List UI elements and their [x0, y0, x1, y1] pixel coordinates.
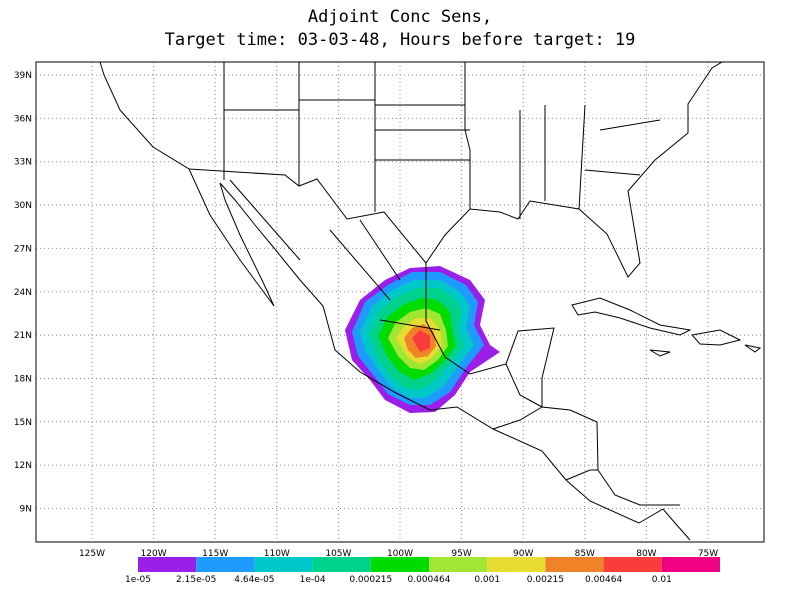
colorbar-label: 0.000215 — [349, 575, 392, 585]
pacific-coast — [99, 61, 691, 541]
plume — [345, 266, 500, 413]
borders — [223, 62, 661, 481]
lon-label: 100W — [387, 549, 413, 559]
colorbar-swatch — [545, 557, 604, 572]
lon-label: 125W — [79, 549, 105, 559]
coastlines — [99, 61, 762, 541]
lon-label: 120W — [141, 549, 167, 559]
colorbar: 1e-05 2.15e-05 4.64e-05 1e-04 0.000215 0.0004… — [125, 557, 720, 585]
map-frame — [35, 61, 765, 543]
colorbar-swatch — [370, 557, 429, 572]
lat-label: 15N — [14, 418, 32, 428]
lon-label: 90W — [513, 549, 533, 559]
lon-label: 85W — [575, 549, 595, 559]
lon-label: 105W — [325, 549, 351, 559]
colorbar-swatch — [487, 557, 546, 572]
colorbar-label: 1e-05 — [125, 575, 151, 585]
lon-label: 110W — [264, 549, 290, 559]
lat-label: 18N — [14, 374, 32, 384]
colorbar-label: 0.000464 — [408, 575, 451, 585]
lat-label: 27N — [14, 244, 32, 254]
lat-label: 12N — [14, 461, 32, 471]
us-mexico-border — [188, 168, 427, 264]
lat-label: 36N — [14, 114, 32, 124]
lon-label: 80W — [636, 549, 656, 559]
colorbar-swatch — [661, 557, 720, 572]
lat-label: 39N — [14, 71, 32, 81]
lon-label: 95W — [451, 549, 471, 559]
colorbar-label: 0.001 — [474, 575, 500, 585]
cuba — [571, 297, 692, 336]
colorbar-swatch — [429, 557, 488, 572]
colorbar-label: 0.01 — [652, 575, 672, 585]
title-line-2: Target time: 03-03-48, Hours before targ… — [165, 30, 636, 50]
colorbar-swatch — [254, 557, 313, 572]
colorbar-swatch — [196, 557, 255, 572]
colorbar-label: 0.00464 — [585, 575, 622, 585]
colorbar-label: 0.00215 — [527, 575, 564, 585]
colorbar-swatch — [603, 557, 662, 572]
colorbar-swatch — [312, 557, 371, 572]
lat-label: 24N — [14, 288, 32, 298]
lon-label: 75W — [698, 549, 718, 559]
lon-label: 115W — [202, 549, 228, 559]
lat-label: 9N — [20, 505, 32, 515]
colorbar-swatch — [138, 557, 197, 572]
lat-label: 30N — [14, 201, 32, 211]
contour — [412, 330, 430, 352]
title-line-1: Adjoint Conc Sens, — [308, 7, 492, 27]
colorbar-label: 2.15e-05 — [176, 575, 216, 585]
gulf-atlantic-coast — [425, 61, 723, 506]
lat-label: 21N — [14, 331, 32, 341]
lat-label: 33N — [14, 158, 32, 168]
islands — [649, 329, 762, 357]
colorbar-label: 4.64e-05 — [234, 575, 274, 585]
colorbar-label: 1e-04 — [300, 575, 326, 585]
